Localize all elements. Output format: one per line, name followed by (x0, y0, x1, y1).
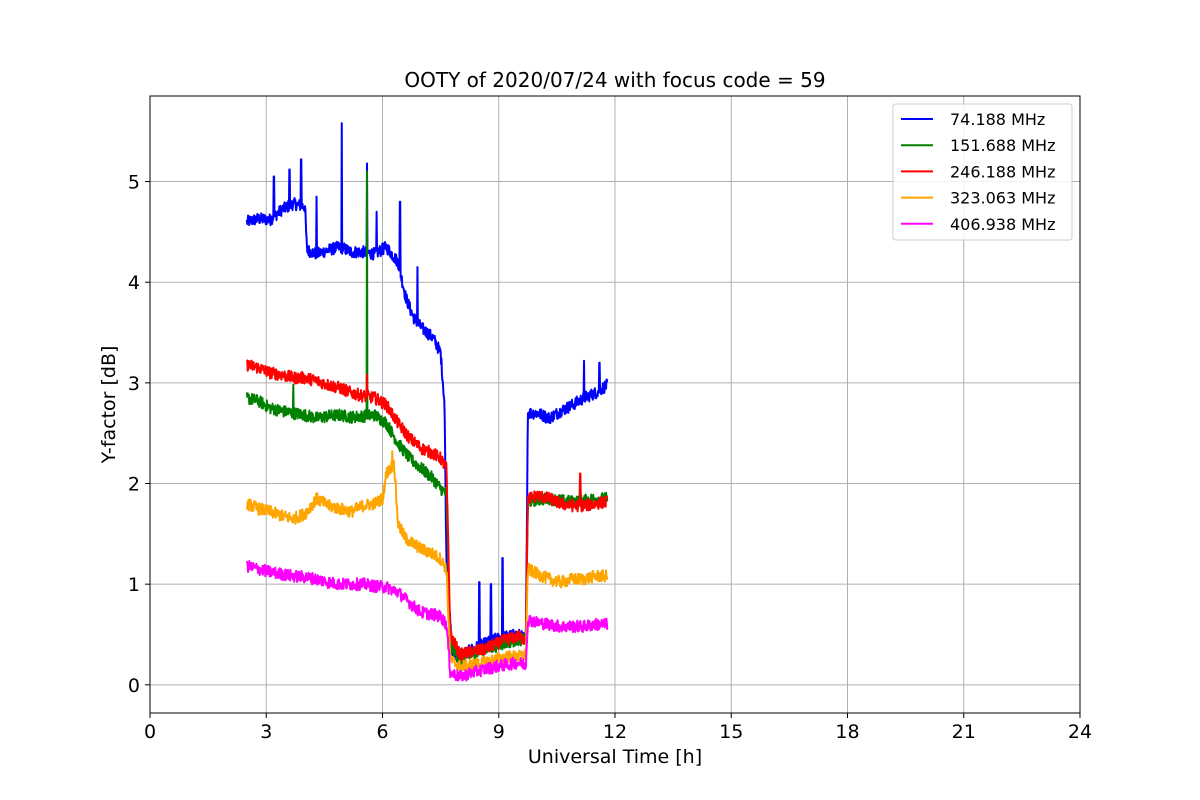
series-line (245, 359, 609, 661)
y-tick-label: 1 (128, 574, 140, 596)
x-tick-label: 12 (603, 721, 627, 743)
legend: 74.188 MHz 151.688 MHz 246.188 MHz 323.063 … (892, 103, 1073, 241)
legend-label: 323.063 MHz (950, 189, 1055, 208)
legend-label: 151.688 MHz (950, 136, 1055, 155)
legend-label: 74.188 MHz (950, 110, 1045, 129)
series-line (245, 559, 609, 682)
chart-title: OOTY of 2020/07/24 with focus code = 59 (404, 68, 825, 92)
legend-label: 406.938 MHz (950, 215, 1055, 234)
x-tick-label: 3 (260, 721, 272, 743)
y-tick-label: 0 (128, 675, 140, 697)
x-tick-label: 0 (144, 721, 156, 743)
y-tick-label: 2 (128, 474, 140, 496)
legend-box (892, 103, 1073, 241)
x-tick-label: 15 (719, 721, 743, 743)
legend-label: 246.188 MHz (950, 162, 1055, 181)
x-axis-label: Universal Time [h] (528, 746, 702, 768)
y-tick-label: 4 (128, 272, 140, 294)
series-line (245, 122, 609, 663)
x-tick-label: 21 (952, 721, 976, 743)
x-tick-label: 9 (493, 721, 505, 743)
x-tick-label: 6 (376, 721, 388, 743)
x-tick-label: 24 (1068, 721, 1092, 743)
y-axis-label: Y-factor [dB] (98, 346, 120, 465)
plot-series (245, 122, 609, 682)
y-tick-label: 5 (128, 172, 140, 194)
x-tick-label: 18 (835, 721, 859, 743)
y-tick-label: 3 (128, 373, 140, 395)
series-line (245, 450, 609, 673)
